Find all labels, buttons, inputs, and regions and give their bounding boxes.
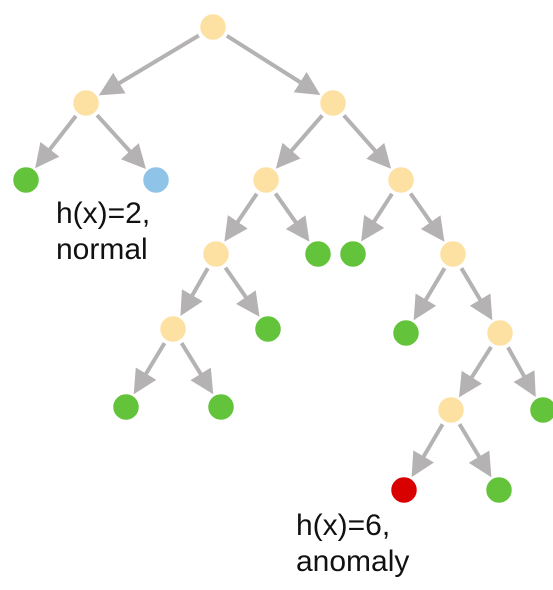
edge-n-rrrr-to-leaf-rrrrr	[506, 346, 536, 397]
node-leaf-anomaly	[389, 475, 419, 505]
edge-n-r-to-n-rr	[342, 114, 392, 169]
node-leaf-rlllr	[206, 392, 236, 422]
node-leaf-rlr	[303, 239, 333, 269]
edge-n-rrrrl-to-leaf-anomaly	[411, 423, 445, 478]
edge-root-to-n-l	[98, 33, 200, 96]
normal-path-length: h(x)=2,	[56, 197, 151, 230]
node-n-rrrr	[485, 318, 515, 348]
node-n-rlll	[158, 314, 188, 344]
node-root	[198, 12, 228, 42]
node-leaf-rrl	[338, 239, 368, 269]
edge-n-r-to-n-rl	[275, 114, 324, 169]
node-leaf-rrrrr	[528, 395, 553, 425]
edge-n-rl-to-leaf-rlr	[273, 192, 310, 242]
node-leaf-rllll	[111, 392, 141, 422]
node-leaf-ll	[11, 165, 41, 195]
node-n-rll	[201, 239, 231, 269]
edge-n-rl-to-n-rll	[224, 192, 259, 242]
anomaly-classification: anomaly	[296, 545, 410, 578]
edge-n-rlll-to-leaf-rllll	[133, 342, 167, 395]
tree-nodes	[11, 12, 553, 505]
edge-n-rr-to-n-rrr	[408, 192, 445, 242]
edge-n-rrrr-to-n-rrrrl	[458, 345, 493, 398]
node-leaf-rrrrlr	[484, 475, 514, 505]
edge-n-rrr-to-leaf-rrrl	[413, 267, 447, 321]
edge-n-l-to-leaf-ll	[35, 114, 78, 169]
node-n-l	[71, 88, 101, 118]
anomaly-path-label: h(x)=6, anomaly	[296, 508, 409, 580]
edge-root-to-n-r	[225, 34, 321, 95]
edge-n-rrr-to-n-rrrr	[459, 267, 493, 321]
node-leaf-rllr	[253, 314, 283, 344]
edge-n-rlll-to-leaf-rlllr	[179, 342, 214, 395]
edge-n-rr-to-leaf-rrl	[361, 192, 394, 242]
node-leaf-rrrl	[391, 318, 421, 348]
edge-n-rll-to-n-rlll	[180, 267, 210, 317]
anomaly-path-length: h(x)=6,	[296, 509, 391, 542]
edge-n-l-to-leaf-normal	[95, 113, 146, 169]
tree-edges	[35, 33, 536, 478]
node-n-r	[318, 88, 348, 118]
normal-path-label: h(x)=2, normal	[56, 196, 150, 268]
node-n-rl	[251, 165, 281, 195]
edge-n-rll-to-leaf-rllr	[223, 266, 260, 317]
edge-n-rrrrl-to-leaf-rrrrlr	[457, 423, 492, 478]
node-n-rr	[386, 165, 416, 195]
normal-classification: normal	[56, 233, 148, 266]
node-n-rrr	[438, 239, 468, 269]
node-leaf-normal	[141, 165, 171, 195]
node-n-rrrrl	[436, 395, 466, 425]
